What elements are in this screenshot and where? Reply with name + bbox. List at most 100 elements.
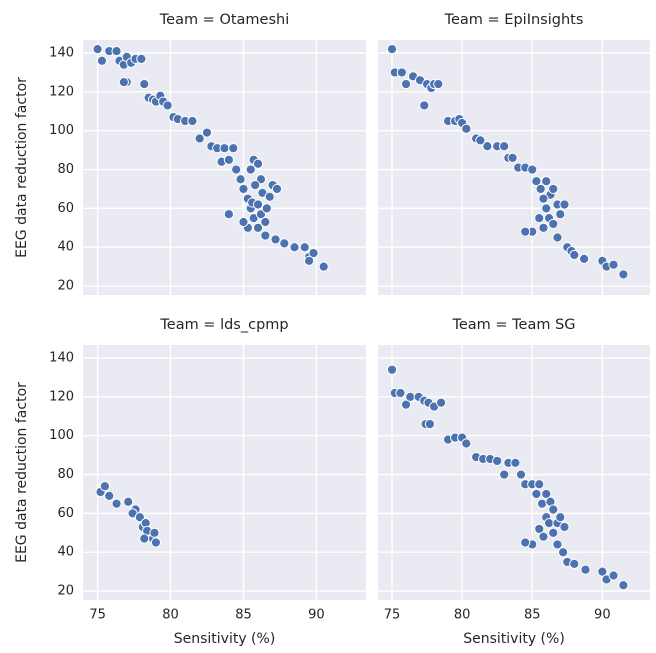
point (536, 498, 548, 509)
point (419, 100, 430, 111)
point (555, 209, 566, 220)
point (507, 152, 518, 163)
point (548, 504, 559, 515)
point (308, 247, 319, 259)
point (271, 183, 283, 195)
point (400, 78, 412, 90)
point (264, 191, 275, 202)
point (386, 364, 398, 375)
x-tick-label: 75 (89, 608, 106, 623)
point (250, 179, 261, 191)
point (238, 216, 249, 228)
point (223, 209, 234, 220)
point (104, 490, 115, 502)
y-tick-label: 140 (49, 351, 74, 366)
point (260, 230, 271, 241)
point (223, 154, 234, 165)
point (597, 566, 608, 577)
point (111, 45, 122, 57)
point (534, 212, 545, 224)
point (435, 397, 447, 408)
point (499, 469, 510, 480)
point (92, 44, 103, 55)
point (261, 203, 272, 214)
point (149, 527, 160, 538)
y-tick-label: 100 (49, 123, 74, 138)
point (541, 176, 552, 187)
point (386, 44, 398, 55)
point (279, 238, 290, 249)
plot-area (83, 345, 366, 600)
point (433, 78, 444, 90)
y-tick-label: 40 (57, 240, 74, 255)
x-axis-label: Sensitivity (%) (174, 631, 276, 647)
point (118, 77, 129, 88)
point (228, 143, 239, 154)
x-tick-label: 85 (235, 608, 252, 623)
point (123, 496, 134, 507)
point (520, 226, 531, 237)
point (552, 539, 563, 550)
point (461, 123, 472, 134)
y-tick-label: 60 (57, 506, 74, 521)
point (541, 203, 552, 214)
y-tick-label: 40 (57, 545, 74, 560)
point (527, 164, 538, 175)
point (395, 387, 406, 399)
point (139, 533, 150, 544)
point (538, 222, 549, 233)
point (396, 67, 407, 78)
point (618, 580, 629, 591)
point (96, 55, 108, 66)
panel-title: Team = EpiInsights (444, 12, 584, 28)
point (245, 164, 256, 175)
point (559, 521, 570, 533)
point (99, 481, 110, 492)
x-tick-label: 85 (524, 608, 541, 623)
y-tick-label: 80 (57, 162, 74, 177)
point (461, 438, 472, 449)
point (235, 174, 246, 185)
x-tick-label: 90 (594, 608, 611, 623)
y-tick-label: 20 (57, 279, 74, 294)
plot-area (378, 345, 650, 600)
point (531, 488, 542, 500)
x-axis-label: Sensitivity (%) (463, 631, 565, 647)
point (515, 469, 527, 480)
y-axis-label: EEG data reduction factor (14, 77, 30, 258)
y-tick-label: 120 (49, 84, 74, 99)
point (559, 199, 570, 210)
point (304, 255, 315, 266)
point (252, 158, 264, 169)
point (139, 78, 150, 90)
point (299, 242, 310, 253)
y-tick-label: 60 (57, 201, 74, 216)
point (194, 133, 205, 144)
point (569, 249, 580, 261)
point (270, 234, 281, 245)
point (608, 570, 619, 581)
point (555, 512, 566, 523)
panel-title: Team = Team SG (451, 317, 575, 333)
y-tick-label: 100 (49, 428, 74, 443)
x-tick-label: 80 (454, 608, 471, 623)
panel-title: Team = lds_cpmp (159, 317, 288, 333)
point (260, 216, 271, 228)
y-tick-label: 140 (49, 46, 74, 61)
point (162, 100, 173, 111)
point (150, 537, 162, 548)
point (252, 222, 264, 233)
y-tick-label: 120 (49, 389, 74, 404)
point (289, 242, 300, 253)
point (405, 391, 416, 402)
point (608, 259, 619, 270)
point (580, 564, 591, 575)
point (618, 269, 629, 280)
point (535, 183, 546, 195)
x-tick-label: 80 (162, 608, 179, 623)
point (531, 176, 542, 187)
point (538, 193, 549, 204)
x-tick-label: 90 (308, 608, 325, 623)
point (219, 143, 230, 154)
